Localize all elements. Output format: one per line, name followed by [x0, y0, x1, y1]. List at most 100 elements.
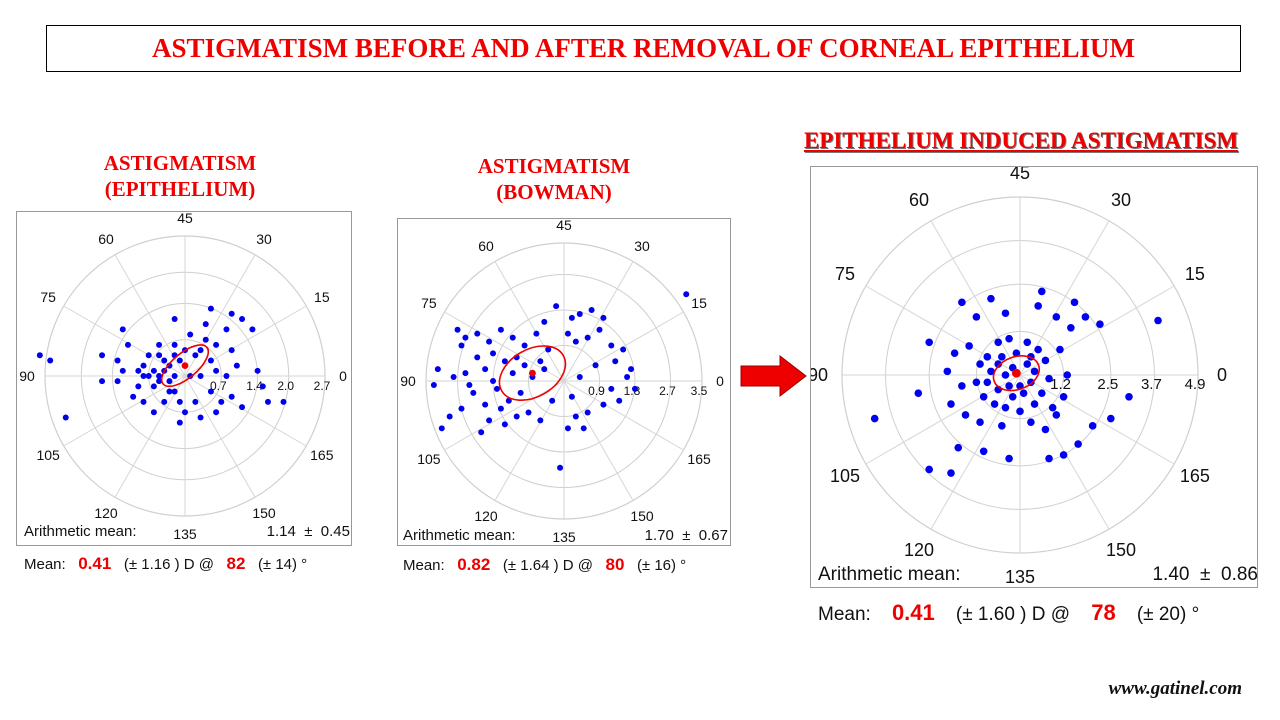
angle-label: 75 — [835, 264, 855, 284]
radial-tick-label: 1.8 — [624, 384, 641, 398]
panel-title-line: ASTIGMATISM — [103, 151, 257, 175]
data-point — [482, 366, 489, 373]
data-point — [176, 419, 183, 426]
data-point — [438, 425, 445, 432]
data-point — [166, 378, 173, 385]
right-arrow-icon — [740, 354, 807, 398]
data-point — [1041, 356, 1050, 365]
data-point — [182, 409, 188, 416]
angle-label: 30 — [1111, 190, 1131, 210]
data-point — [62, 414, 69, 421]
data-point — [135, 383, 142, 390]
angle-label: 105 — [36, 447, 60, 463]
data-point — [983, 353, 992, 361]
data-point — [947, 469, 955, 477]
data-point — [213, 341, 220, 348]
data-point — [1008, 392, 1017, 401]
data-point — [1052, 411, 1061, 419]
data-point — [1027, 418, 1035, 427]
data-point — [1023, 338, 1032, 347]
angle-label: 135 — [173, 526, 197, 542]
data-point — [600, 401, 607, 408]
data-point — [608, 385, 615, 392]
arithmetic-mean-values: 1.40 ± 0.86 — [1152, 564, 1258, 586]
angle-label: 105 — [417, 451, 441, 467]
data-point — [145, 373, 152, 379]
vector-mean-label: Mean: — [403, 557, 445, 574]
arithmetic-mean-row: Arithmetic mean: 1.70 ± 0.67 — [403, 527, 728, 544]
panel-title-line: ASTIGMATISM — [477, 154, 631, 178]
data-point — [965, 342, 973, 350]
data-point — [624, 374, 631, 381]
angle-label: 165 — [310, 447, 334, 463]
data-point — [239, 315, 246, 322]
data-point — [1001, 403, 1010, 412]
data-point — [979, 392, 988, 401]
angle-spoke — [563, 380, 634, 501]
data-point — [482, 401, 489, 408]
data-point — [958, 382, 966, 390]
angle-label: 90 — [400, 373, 416, 389]
radial-tick-label: 2.7 — [659, 384, 676, 398]
data-point — [187, 373, 194, 379]
data-point — [521, 342, 528, 349]
data-point — [1019, 389, 1028, 397]
angle-spoke — [1019, 374, 1175, 465]
data-point — [549, 397, 556, 404]
data-point — [119, 367, 126, 374]
data-point — [213, 409, 220, 416]
data-point — [568, 393, 575, 400]
data-point — [470, 389, 477, 396]
angle-label: 45 — [177, 212, 193, 226]
data-point — [124, 341, 131, 348]
angle-label: 45 — [1010, 167, 1030, 183]
data-point — [218, 398, 225, 405]
data-point — [580, 425, 587, 432]
data-point — [140, 362, 147, 369]
radial-tick-label: 3.5 — [691, 384, 708, 398]
data-point — [36, 352, 43, 359]
data-point — [156, 373, 163, 379]
angle-label: 60 — [98, 231, 114, 247]
data-point — [486, 338, 493, 345]
data-point — [564, 425, 571, 432]
mean-axis-value: 78 — [1091, 600, 1116, 625]
polar-plot-svg: 0 15 30 45 60 75 90 105 120 135 150 165 0.7 1.4 2.0 2.7 — [19, 212, 347, 542]
data-point — [249, 326, 256, 333]
mean-axis-sd: (± 16) ° — [636, 557, 687, 574]
panel-title-bowman: ASTIGMATISM (BOWMAN) — [424, 153, 684, 206]
data-point — [135, 367, 142, 374]
data-point — [576, 374, 583, 381]
vector-mean-sd: (± 1.60 ) D @ — [955, 604, 1071, 625]
data-point — [1107, 414, 1115, 423]
vector-mean-label: Mean: — [24, 556, 66, 573]
data-point — [140, 373, 147, 379]
angle-spoke — [184, 375, 256, 498]
data-point — [509, 370, 516, 377]
data-point — [197, 347, 204, 354]
data-point — [1070, 298, 1079, 307]
angle-label: 165 — [687, 451, 711, 467]
plus-minus-sign: ± — [682, 527, 691, 544]
data-point — [197, 373, 204, 379]
vector-mean-label: Mean: — [818, 604, 871, 625]
data-point — [207, 388, 214, 395]
data-point — [228, 310, 235, 317]
data-point — [430, 381, 437, 388]
radial-tick-label: 4.9 — [1185, 376, 1206, 393]
data-point — [505, 397, 512, 404]
data-point — [620, 346, 627, 353]
data-point — [1059, 451, 1068, 459]
data-point — [972, 313, 981, 321]
angle-label: 165 — [1180, 466, 1210, 486]
data-point — [631, 385, 638, 392]
data-point — [525, 409, 532, 416]
angle-label: 150 — [630, 508, 654, 524]
data-point — [1063, 371, 1072, 379]
data-point — [914, 389, 923, 397]
angle-label: 45 — [556, 219, 572, 233]
data-point — [943, 367, 952, 376]
data-point — [509, 334, 516, 341]
data-point — [47, 357, 54, 364]
data-point — [202, 336, 209, 343]
